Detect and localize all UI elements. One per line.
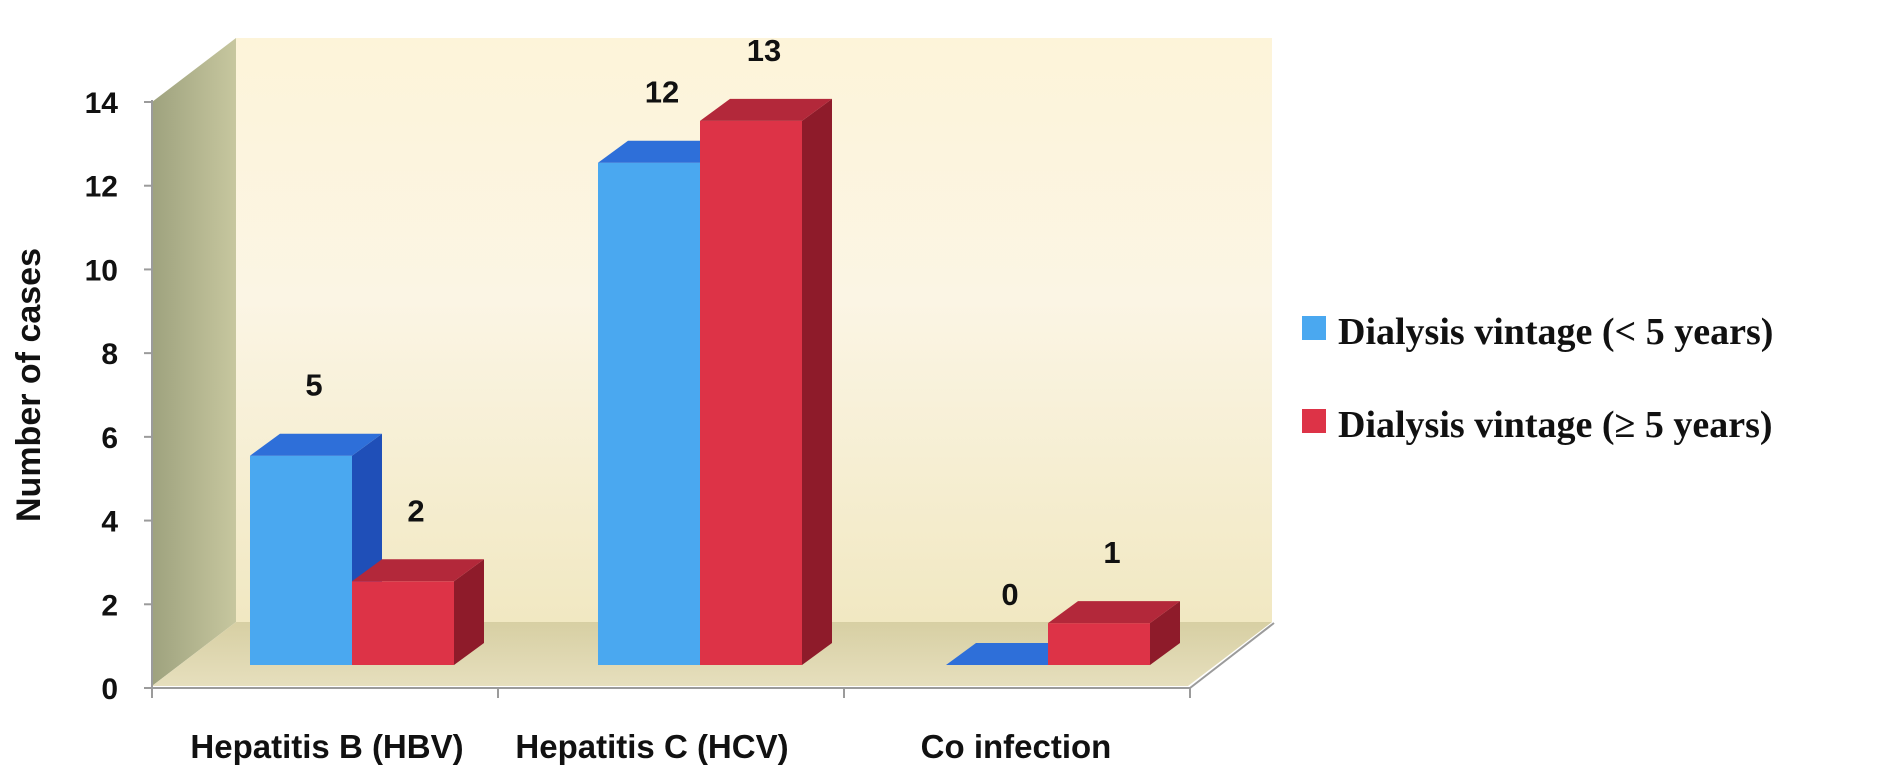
bar-2-0 [946, 643, 1078, 665]
legend-label-series-1: Dialysis vintage (< 5 years) [1338, 311, 1773, 353]
bar-top [700, 98, 832, 121]
bar-side [1150, 601, 1180, 665]
data-label: 1 [1103, 535, 1120, 570]
data-labels: 5 2 12 13 0 1 [305, 33, 1120, 612]
bar-front [598, 162, 700, 665]
data-label: 5 [305, 368, 322, 403]
legend: Dialysis vintage (< 5 years) Dialysis vi… [1302, 311, 1773, 446]
floor-edge-line [1189, 622, 1275, 689]
data-label: 2 [407, 493, 424, 528]
y-axis-ticks: 0 2 4 6 8 10 12 14 [85, 87, 152, 706]
bar-top [946, 643, 1078, 665]
bar-0-1 [352, 559, 484, 665]
category-labels: Hepatitis B (HBV) Hepatitis C (HCV) Co inf… [190, 728, 1111, 765]
bar-top [1048, 601, 1180, 624]
y-tick-label: 0 [101, 673, 118, 706]
data-label: 12 [645, 75, 679, 110]
bar-2-1 [1048, 601, 1180, 665]
side-wall [152, 38, 236, 686]
y-tick-label: 8 [101, 338, 118, 371]
legend-swatch-series-1 [1302, 316, 1326, 340]
y-tick-label: 4 [101, 506, 118, 539]
bar-front [700, 120, 802, 666]
legend-label-series-2: Dialysis vintage (≥ 5 years) [1338, 404, 1773, 446]
x-category-label: Co infection [921, 728, 1112, 765]
x-category-label: Hepatitis B (HBV) [190, 728, 463, 765]
y-axis-title: Number of cases [10, 248, 48, 522]
bar-top [250, 433, 382, 456]
y-tick-label: 10 [85, 254, 118, 287]
x-category-label: Hepatitis C (HCV) [515, 728, 788, 765]
data-label: 0 [1001, 577, 1018, 612]
bar-front [352, 581, 454, 665]
bar-top [598, 140, 730, 163]
bar-front [1048, 623, 1150, 665]
legend-swatch-series-2 [1302, 409, 1326, 433]
category-separators [151, 688, 1191, 698]
y-tick-label: 6 [101, 422, 118, 455]
bar-1-1 [700, 98, 832, 666]
y-tick-label: 2 [101, 589, 118, 622]
bars [250, 98, 1180, 666]
bar-top [352, 559, 484, 582]
y-tick-label: 12 [85, 171, 118, 204]
data-label: 13 [747, 33, 781, 68]
bar-front [250, 455, 352, 665]
y-tick-label: 14 [85, 87, 119, 120]
bar-side [802, 98, 832, 666]
bar-side [454, 559, 484, 665]
